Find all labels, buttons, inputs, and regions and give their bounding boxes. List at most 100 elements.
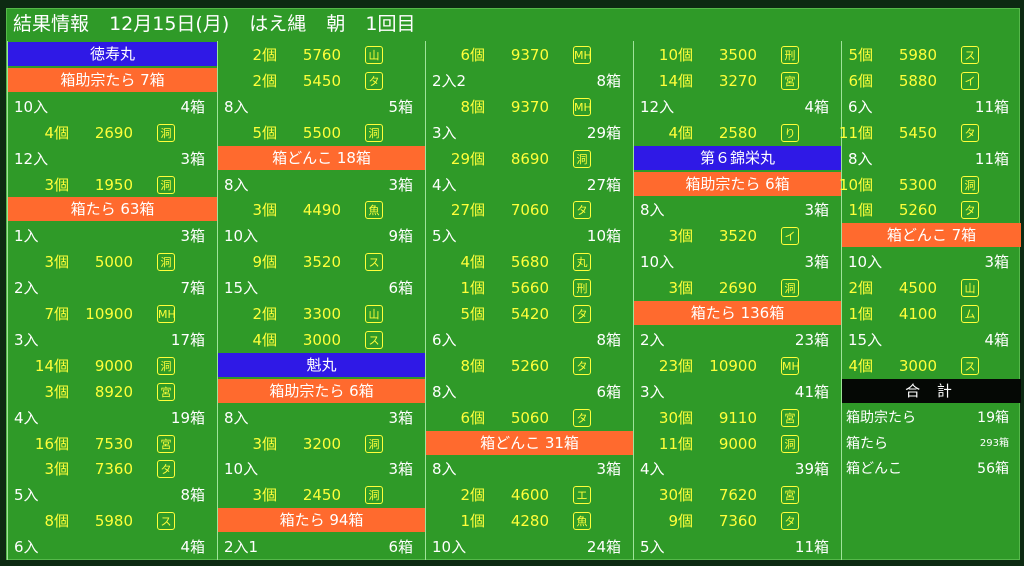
bid-quantity: 3個 [44, 382, 69, 401]
buyer-mark-icon: 洞 [365, 486, 383, 505]
results-column-3: 6個 9370 MH 2入2 8箱 8個 9370 MH 3入 29箱 29個 8690 洞 4入 27箱 2… [425, 41, 633, 560]
pack-size: 2入 [14, 279, 39, 298]
bid-price: 5000 [94, 253, 133, 272]
size-row: 4入 39箱 [634, 456, 841, 482]
buyer-mark-icon: ス [365, 253, 383, 272]
buyer-mark-icon: タ [573, 201, 591, 220]
box-count: 17箱 [170, 330, 205, 349]
pack-size: 6入 [848, 97, 873, 116]
bid-price: 2580 [718, 123, 757, 142]
pack-size: 2入 [640, 330, 665, 349]
bid-row: 4個 3000 ス [218, 327, 425, 353]
bid-price: 3520 [718, 227, 757, 246]
bid-row: 3個 4490 魚 [218, 197, 425, 223]
size-row: 6入 4箱 [8, 534, 217, 560]
box-count: 9箱 [388, 227, 413, 246]
size-row: 3入 17箱 [8, 327, 217, 353]
buyer-mark-icon: 刑 [781, 46, 799, 64]
buyer-mark-icon: 宮 [781, 486, 799, 505]
buyer-mark-icon: 洞 [365, 123, 383, 142]
box-count: 6箱 [596, 382, 621, 401]
pack-size: 10入 [640, 253, 675, 272]
buyer-mark-icon: 魚 [365, 201, 383, 220]
box-count: 29箱 [586, 123, 621, 142]
bid-price: 7360 [94, 460, 133, 479]
size-row: 8入 3箱 [218, 172, 425, 198]
bid-quantity: 3個 [44, 253, 69, 272]
size-row: 8入 3箱 [426, 456, 633, 482]
bid-price: 3520 [302, 253, 341, 272]
bid-row: 14個 3270 宮 [634, 68, 841, 94]
size-row: 8入 11箱 [842, 146, 1021, 172]
bid-price: 2450 [302, 486, 341, 505]
bid-quantity: 11個 [658, 434, 693, 453]
pack-size: 8入 [640, 201, 665, 220]
bid-row: 11個 9000 洞 [634, 431, 841, 457]
size-row: 5入 8箱 [8, 482, 217, 508]
bid-quantity: 3個 [44, 460, 69, 479]
bid-row: 3個 5000 洞 [8, 249, 217, 275]
bid-row: 11個 5450 タ [839, 120, 1021, 146]
bid-price: 2690 [94, 123, 133, 142]
buyer-mark-icon: 刑 [573, 279, 591, 298]
bid-price: 5260 [510, 356, 549, 375]
pack-size: 2入2 [432, 71, 467, 90]
category-band: 箱どんこ 18箱 [218, 145, 425, 170]
box-count: 3箱 [180, 149, 205, 168]
box-count: 3箱 [180, 227, 205, 246]
pack-size: 12入 [640, 97, 675, 116]
bid-price: 10900 [85, 305, 133, 323]
bid-row: 27個 7060 タ [426, 197, 633, 223]
pack-size: 5入 [432, 227, 457, 246]
category-band: 箱たら 136箱 [634, 301, 841, 325]
bid-quantity: 2個 [252, 71, 277, 90]
buyer-mark-icon: 山 [365, 46, 383, 64]
bid-price: 5260 [898, 201, 937, 220]
category-band: 箱どんこ 31箱 [426, 430, 633, 455]
box-count: 3箱 [804, 201, 829, 220]
bid-row: 3個 7360 タ [8, 456, 217, 482]
bid-row: 3個 8920 宮 [8, 379, 217, 405]
bid-row: 4個 5680 丸 [426, 249, 633, 275]
bid-quantity: 3個 [252, 486, 277, 505]
pack-size: 3入 [640, 382, 665, 401]
box-count: 6箱 [388, 538, 413, 557]
box-count: 3箱 [388, 460, 413, 479]
bid-quantity: 1個 [848, 201, 873, 220]
buyer-mark-icon: イ [781, 227, 799, 246]
buyer-mark-icon: 山 [961, 279, 979, 298]
results-column-2: 2個 5760 山 2個 5450 タ 8入 5箱 5個 5500 洞箱どんこ 18箱 8入 3箱 3個 4… [217, 41, 425, 560]
size-row: 15入 4箱 [842, 327, 1021, 353]
market-name: はえ縄 [249, 13, 307, 35]
size-row: 5入 11箱 [634, 534, 841, 560]
bid-quantity: 6個 [460, 408, 485, 427]
results-board: 結果情報 12月15日(月) はえ縄 朝 1回目 徳寿丸 箱助宗たら 7箱 10入 4… [6, 8, 1021, 560]
bid-price: 5980 [898, 46, 937, 64]
bid-row: 3個 2690 洞 [634, 275, 841, 301]
bid-row: 4個 3000 ス [842, 353, 1021, 379]
size-row: 15入 6箱 [218, 275, 425, 301]
pack-size: 10入 [224, 460, 259, 479]
bid-price: 5980 [94, 512, 133, 531]
category-band: 箱たら 63箱 [8, 197, 217, 222]
box-count: 3箱 [804, 253, 829, 272]
bid-row: 2個 5450 タ [218, 68, 425, 94]
bid-price: 5500 [302, 123, 341, 142]
pack-size: 4入 [432, 175, 457, 194]
box-count: 3箱 [388, 408, 413, 427]
pack-size: 12入 [14, 149, 49, 168]
bid-row: 2個 5760 山 [218, 42, 425, 68]
box-count: 27箱 [586, 175, 621, 194]
box-count: 8箱 [596, 330, 621, 349]
buyer-mark-icon: タ [573, 408, 591, 427]
results-column-4: 10個 3500 刑 14個 3270 宮 12入 4箱 4個 2580 り第６錦栄丸 箱助宗たら 6… [633, 41, 841, 560]
buyer-mark-icon: 洞 [961, 175, 979, 194]
bid-row: 5個 5420 タ [426, 301, 633, 327]
bid-quantity: 8個 [460, 97, 485, 116]
results-column-1: 徳寿丸 箱助宗たら 7箱 10入 4箱 4個 2690 洞 12入 3箱 3個 1950 洞箱たら 6… [7, 41, 217, 560]
bid-price: 5450 [302, 71, 341, 90]
buyer-mark-icon: タ [365, 71, 383, 90]
buyer-mark-icon: エ [573, 486, 591, 505]
bid-price: 1950 [94, 175, 133, 194]
bid-row: 30個 9110 宮 [634, 405, 841, 431]
